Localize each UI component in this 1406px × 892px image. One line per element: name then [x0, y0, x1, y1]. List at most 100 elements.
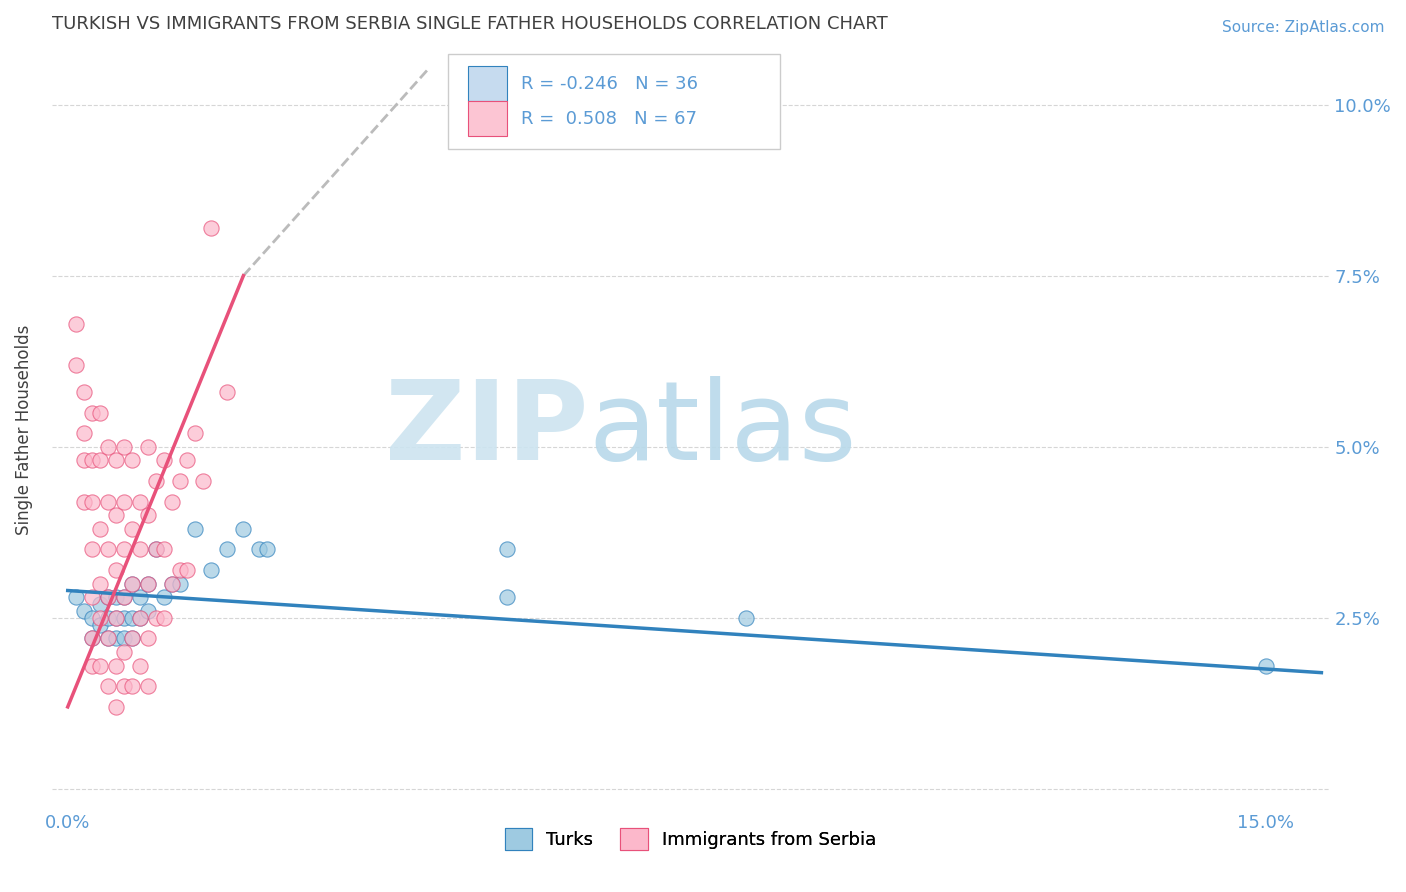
Point [128, 611, 150, 625]
Point [80, 453, 103, 467]
Point [104, 632, 127, 646]
Point [136, 679, 159, 693]
Point [217, 385, 239, 400]
Point [152, 611, 174, 625]
Point [176, 453, 198, 467]
Point [152, 453, 174, 467]
Point [169, 474, 191, 488]
Point [169, 576, 191, 591]
Point [176, 563, 198, 577]
Point [121, 522, 143, 536]
Point [104, 591, 127, 605]
Point [73, 604, 96, 618]
FancyBboxPatch shape [468, 66, 506, 102]
Point [145, 474, 167, 488]
Point [112, 440, 135, 454]
Point [112, 611, 135, 625]
Point [735, 611, 758, 625]
Point [89, 611, 111, 625]
Point [136, 604, 159, 618]
Point [160, 576, 183, 591]
Point [80, 611, 103, 625]
Point [97, 542, 120, 557]
Point [121, 611, 143, 625]
Point [496, 542, 519, 557]
Point [112, 494, 135, 508]
Point [121, 632, 143, 646]
Point [73, 494, 96, 508]
Text: Source: ZipAtlas.com: Source: ZipAtlas.com [1222, 20, 1385, 35]
Point [1254, 658, 1277, 673]
Point [80, 591, 103, 605]
Point [97, 494, 120, 508]
Legend: Turks, Immigrants from Serbia: Turks, Immigrants from Serbia [498, 821, 883, 857]
Point [89, 576, 111, 591]
Point [73, 426, 96, 441]
Point [193, 474, 215, 488]
Point [80, 406, 103, 420]
Point [65, 317, 87, 331]
Point [97, 632, 120, 646]
Point [97, 679, 120, 693]
Point [97, 591, 120, 605]
Point [89, 522, 111, 536]
Point [145, 542, 167, 557]
Point [97, 611, 120, 625]
Point [169, 563, 191, 577]
Point [112, 542, 135, 557]
Point [104, 508, 127, 523]
Point [121, 576, 143, 591]
Point [160, 494, 183, 508]
Y-axis label: Single Father Households: Single Father Households [15, 325, 32, 535]
Point [496, 591, 519, 605]
Point [121, 679, 143, 693]
Point [256, 542, 278, 557]
Point [112, 679, 135, 693]
Point [104, 563, 127, 577]
Point [80, 632, 103, 646]
Point [104, 699, 127, 714]
Point [80, 658, 103, 673]
Point [89, 597, 111, 611]
Text: ZIP: ZIP [385, 376, 588, 483]
Point [136, 576, 159, 591]
Point [128, 542, 150, 557]
FancyBboxPatch shape [468, 101, 506, 136]
Point [121, 632, 143, 646]
Point [73, 453, 96, 467]
FancyBboxPatch shape [449, 54, 780, 149]
Point [89, 658, 111, 673]
Point [184, 522, 207, 536]
Point [65, 358, 87, 372]
Point [112, 645, 135, 659]
Point [104, 611, 127, 625]
Point [112, 591, 135, 605]
Point [65, 591, 87, 605]
Point [200, 563, 222, 577]
Point [200, 220, 222, 235]
Point [104, 611, 127, 625]
Point [136, 632, 159, 646]
Point [128, 494, 150, 508]
Text: R =  0.508   N = 67: R = 0.508 N = 67 [520, 110, 696, 128]
Point [121, 453, 143, 467]
Point [184, 426, 207, 441]
Point [104, 658, 127, 673]
Point [97, 591, 120, 605]
Point [89, 453, 111, 467]
Text: atlas: atlas [588, 376, 856, 483]
Point [73, 385, 96, 400]
Point [152, 542, 174, 557]
Point [104, 453, 127, 467]
Point [128, 591, 150, 605]
Point [97, 440, 120, 454]
Point [145, 542, 167, 557]
Text: R = -0.246   N = 36: R = -0.246 N = 36 [520, 75, 697, 93]
Point [112, 632, 135, 646]
Text: TURKISH VS IMMIGRANTS FROM SERBIA SINGLE FATHER HOUSEHOLDS CORRELATION CHART: TURKISH VS IMMIGRANTS FROM SERBIA SINGLE… [52, 15, 887, 33]
Point [152, 591, 174, 605]
Point [136, 440, 159, 454]
Point [80, 632, 103, 646]
Point [128, 658, 150, 673]
Point [217, 542, 239, 557]
